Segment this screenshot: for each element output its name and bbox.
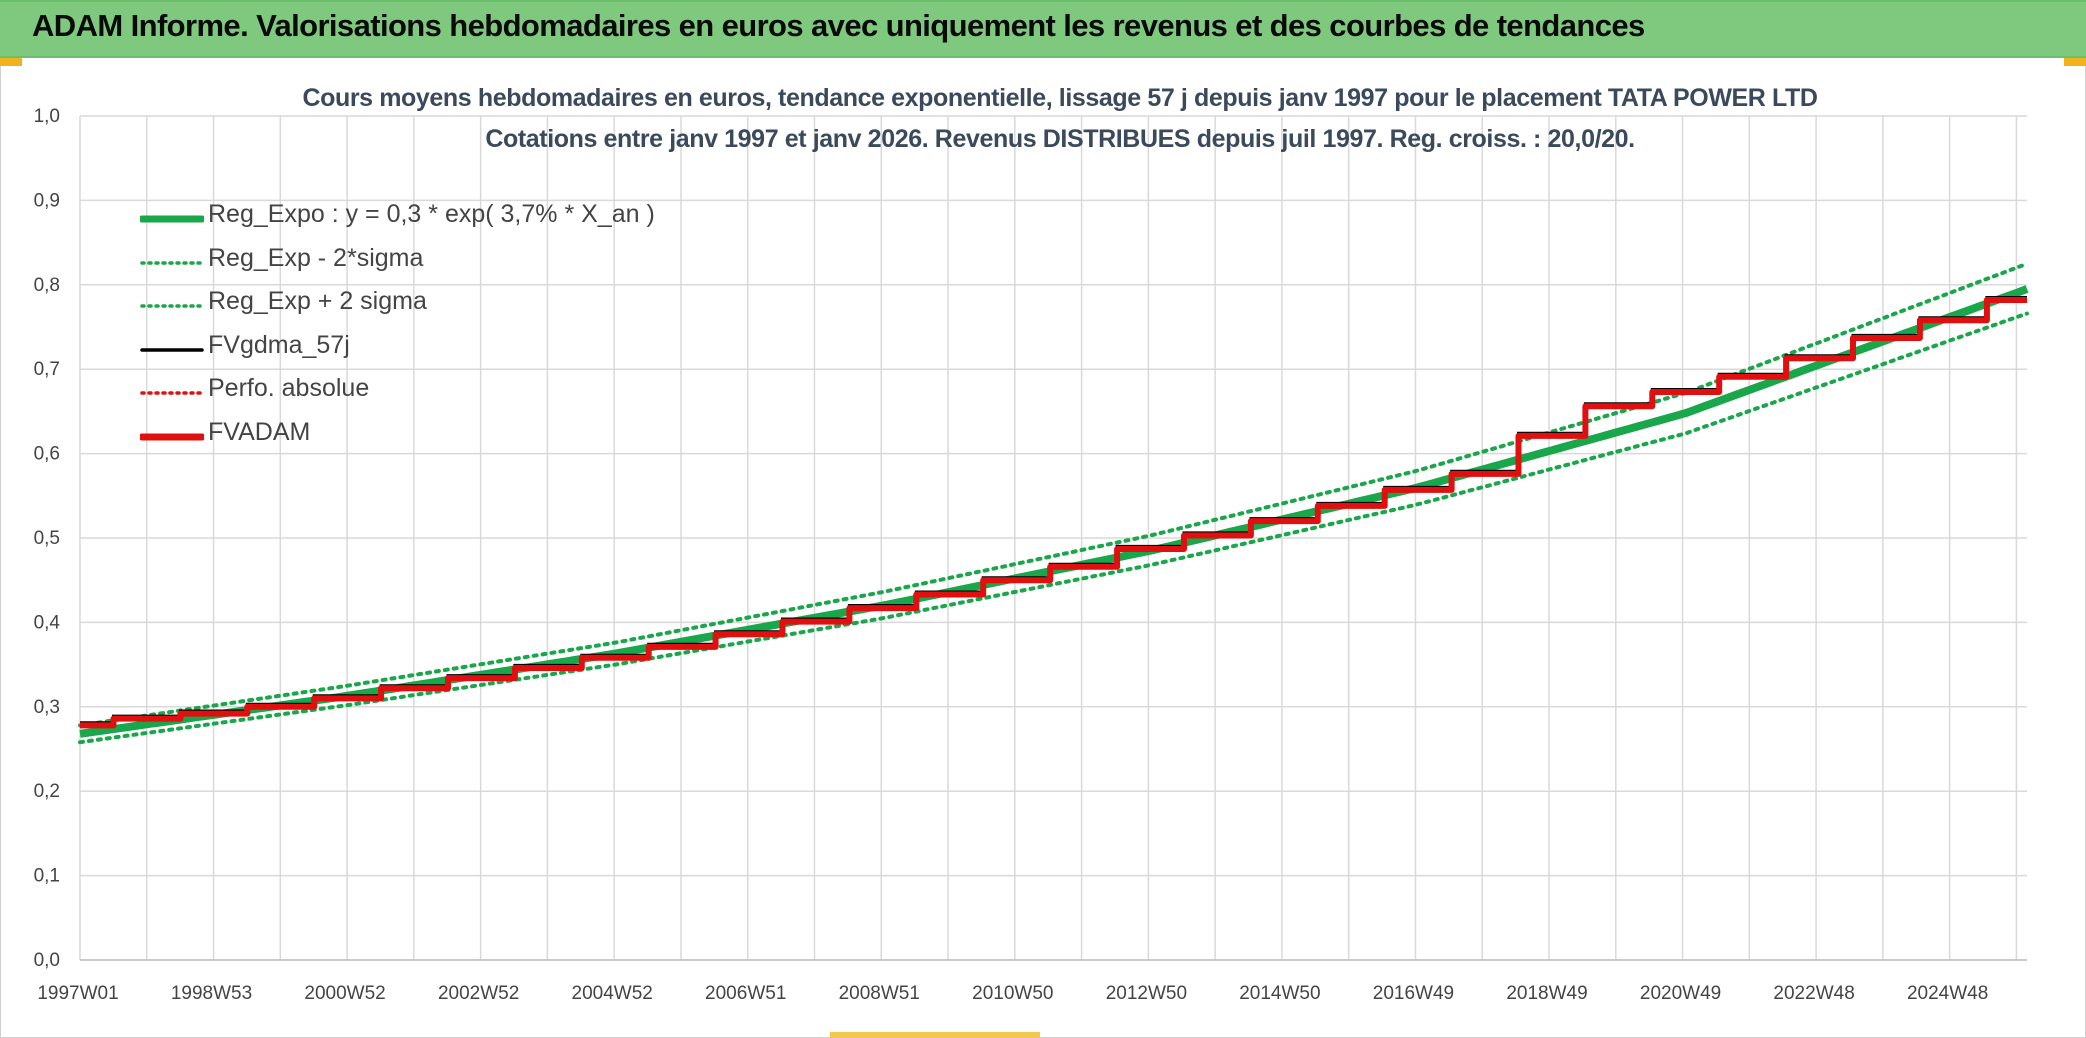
y-tick-label: 0,9: [34, 190, 60, 211]
legend-label: Perfo. absolue: [208, 374, 370, 402]
line-chart: 0,0 0,1 0,2 0,3 0,4 0,5 0,6 0,7 0,8 0,9 1,0 1997W01…: [34, 106, 2029, 1004]
axis-layer: 0,0 0,1 0,2 0,3 0,4 0,5 0,6 0,7 0,8 0,9 1,0 1997W01…: [34, 106, 2027, 1004]
x-tick-label: 2000W52: [304, 983, 385, 1004]
x-tick-label: 2020W49: [1640, 983, 1721, 1004]
y-tick-label: 0,1: [34, 866, 60, 887]
legend-swatch: [140, 391, 204, 395]
y-tick-label: 0,0: [34, 950, 60, 971]
chart-title-line-2: Cotations entre janv 1997 et janv 2026. …: [485, 125, 1635, 153]
y-tick-label: 0,5: [34, 528, 60, 549]
series-reg-exp-plus-2-sigma: [78, 261, 2029, 728]
left-corner-accent: [0, 58, 22, 66]
legend-swatch: [140, 347, 204, 352]
x-tick-label: 2002W52: [438, 983, 519, 1004]
legend-label: FVADAM: [208, 417, 311, 446]
x-tick-label: 1998W53: [171, 983, 252, 1004]
series-fvgdma-57j: [80, 296, 2027, 725]
series-layer: [78, 261, 2029, 745]
y-tick-label: 1,0: [34, 106, 60, 127]
chart-title-line-1: Cours moyens hebdomadaires en euros, ten…: [302, 84, 1818, 112]
y-tick-label: 0,4: [34, 612, 61, 633]
legend-label: Reg_Exp - 2*sigma: [208, 243, 424, 272]
x-tick-label: 2008W51: [839, 983, 920, 1004]
x-tick-label: 2006W51: [705, 983, 786, 1004]
y-tick-label: 0,6: [34, 444, 60, 465]
series-reg-expo: [79, 285, 2029, 738]
x-tick-label: 2022W48: [1773, 983, 1854, 1004]
bottom-accent-strip: [830, 1032, 1040, 1038]
legend-label: Reg_Exp + 2 sigma: [208, 287, 427, 315]
right-corner-accent: [2064, 58, 2086, 66]
legend-swatch: [140, 433, 204, 440]
legend-swatch: [140, 260, 204, 265]
y-tick-label: 0,8: [34, 275, 60, 296]
legend-label: Reg_Expo : y = 0,3 * exp( 3,7% * X_an ): [208, 200, 655, 228]
x-tick-label: 2018W49: [1506, 983, 1587, 1004]
y-tick-label: 0,2: [34, 781, 60, 802]
x-tick-label: 2014W50: [1239, 983, 1320, 1004]
x-tick-label: 1997W01: [37, 983, 118, 1004]
x-tick-label: 2024W48: [1907, 983, 1988, 1004]
x-tick-label: 2004W52: [572, 983, 653, 1004]
x-tick-label: 2010W50: [972, 983, 1053, 1004]
grid-layer: [79, 115, 2027, 961]
report-banner: ADAM Informe. Valorisations hebdomadaire…: [0, 0, 2086, 58]
series-reg-exp-minus-2-sigma: [78, 311, 2029, 745]
report-title: ADAM Informe. Valorisations hebdomadaire…: [32, 8, 1645, 43]
x-tick-label: 2012W50: [1106, 983, 1187, 1004]
y-tick-label: 0,3: [34, 697, 60, 718]
x-tick-label: 2016W49: [1373, 983, 1454, 1004]
legend-swatch: [140, 215, 204, 223]
y-tick-label: 0,7: [34, 359, 60, 380]
series-fvadam: [80, 297, 2027, 729]
legend-swatch: [140, 304, 204, 308]
legend-label: FVgdma_57j: [208, 330, 350, 359]
